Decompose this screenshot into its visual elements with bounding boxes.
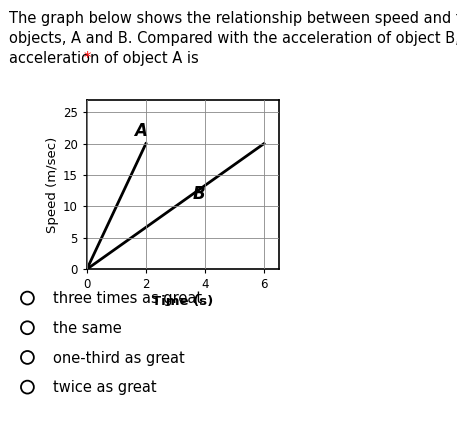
Text: acceleration of object A is: acceleration of object A is (9, 51, 203, 66)
Text: A: A (134, 123, 147, 140)
Text: one-third as great: one-third as great (53, 351, 184, 366)
X-axis label: Time (s): Time (s) (152, 296, 213, 308)
Text: The graph below shows the relationship between speed and time for two: The graph below shows the relationship b… (9, 11, 457, 25)
Text: twice as great: twice as great (53, 380, 156, 396)
Y-axis label: Speed (m/sec): Speed (m/sec) (46, 136, 59, 233)
Text: *: * (83, 51, 91, 66)
Text: objects, A and B. Compared with the acceleration of object B, the: objects, A and B. Compared with the acce… (9, 31, 457, 46)
Text: B: B (193, 185, 206, 203)
Text: three times as great: three times as great (53, 291, 202, 307)
Text: the same: the same (53, 321, 121, 336)
